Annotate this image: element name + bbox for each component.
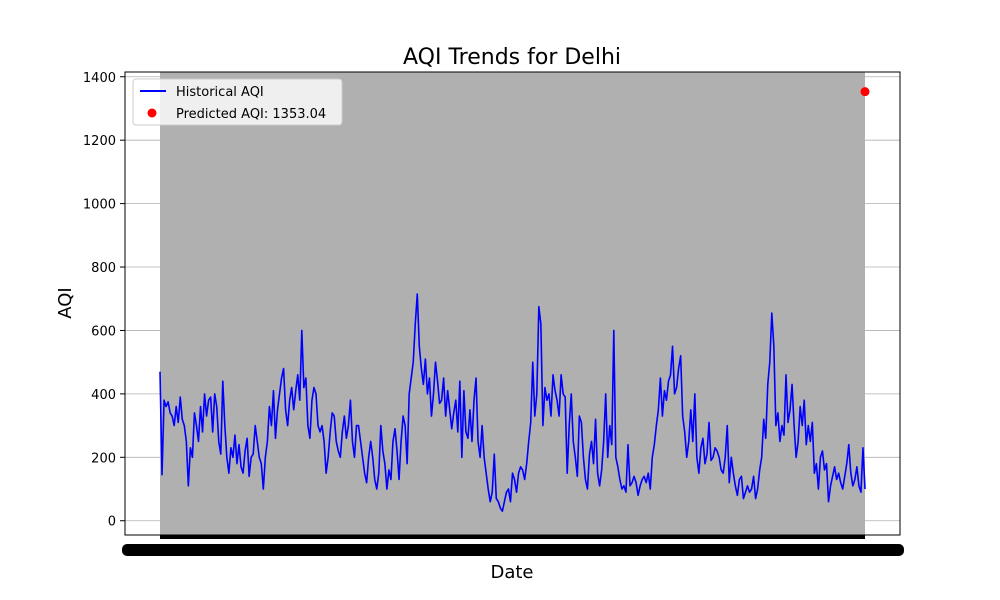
legend-predicted-label: Predicted AQI: 1353.04 bbox=[176, 107, 326, 122]
x-tick-marks bbox=[160, 535, 865, 539]
axes-frame bbox=[124, 71, 901, 536]
legend-historical-label: Historical AQI bbox=[176, 85, 264, 100]
predicted-aqi-point bbox=[860, 87, 870, 97]
y-tick-label: 1000 bbox=[83, 198, 116, 213]
legend-predicted-swatch bbox=[147, 108, 157, 118]
y-axis-label: AQI bbox=[55, 287, 76, 318]
x-tick-labels-blob bbox=[122, 544, 904, 556]
y-tick-label: 0 bbox=[108, 515, 116, 530]
y-tick-label: 1200 bbox=[83, 134, 116, 149]
y-tick-label: 1400 bbox=[83, 71, 116, 86]
y-tick-label: 400 bbox=[91, 388, 116, 403]
y-tick-label: 200 bbox=[91, 451, 116, 466]
chart-title: AQI Trends for Delhi bbox=[403, 45, 621, 70]
historical-data-band bbox=[160, 72, 865, 535]
y-tick-label: 600 bbox=[91, 324, 116, 339]
x-axis-label: Date bbox=[490, 562, 533, 583]
legend: Historical AQI Predicted AQI: 1353.04 bbox=[132, 78, 343, 126]
x-tick-labels-overplotted bbox=[122, 535, 904, 556]
historical-aqi-line bbox=[159, 293, 866, 513]
legend-box bbox=[132, 78, 343, 126]
y-tick-label: 800 bbox=[91, 261, 116, 276]
y-axis-ticks: 0 200 400 600 800 1000 1200 1400 bbox=[83, 71, 125, 530]
